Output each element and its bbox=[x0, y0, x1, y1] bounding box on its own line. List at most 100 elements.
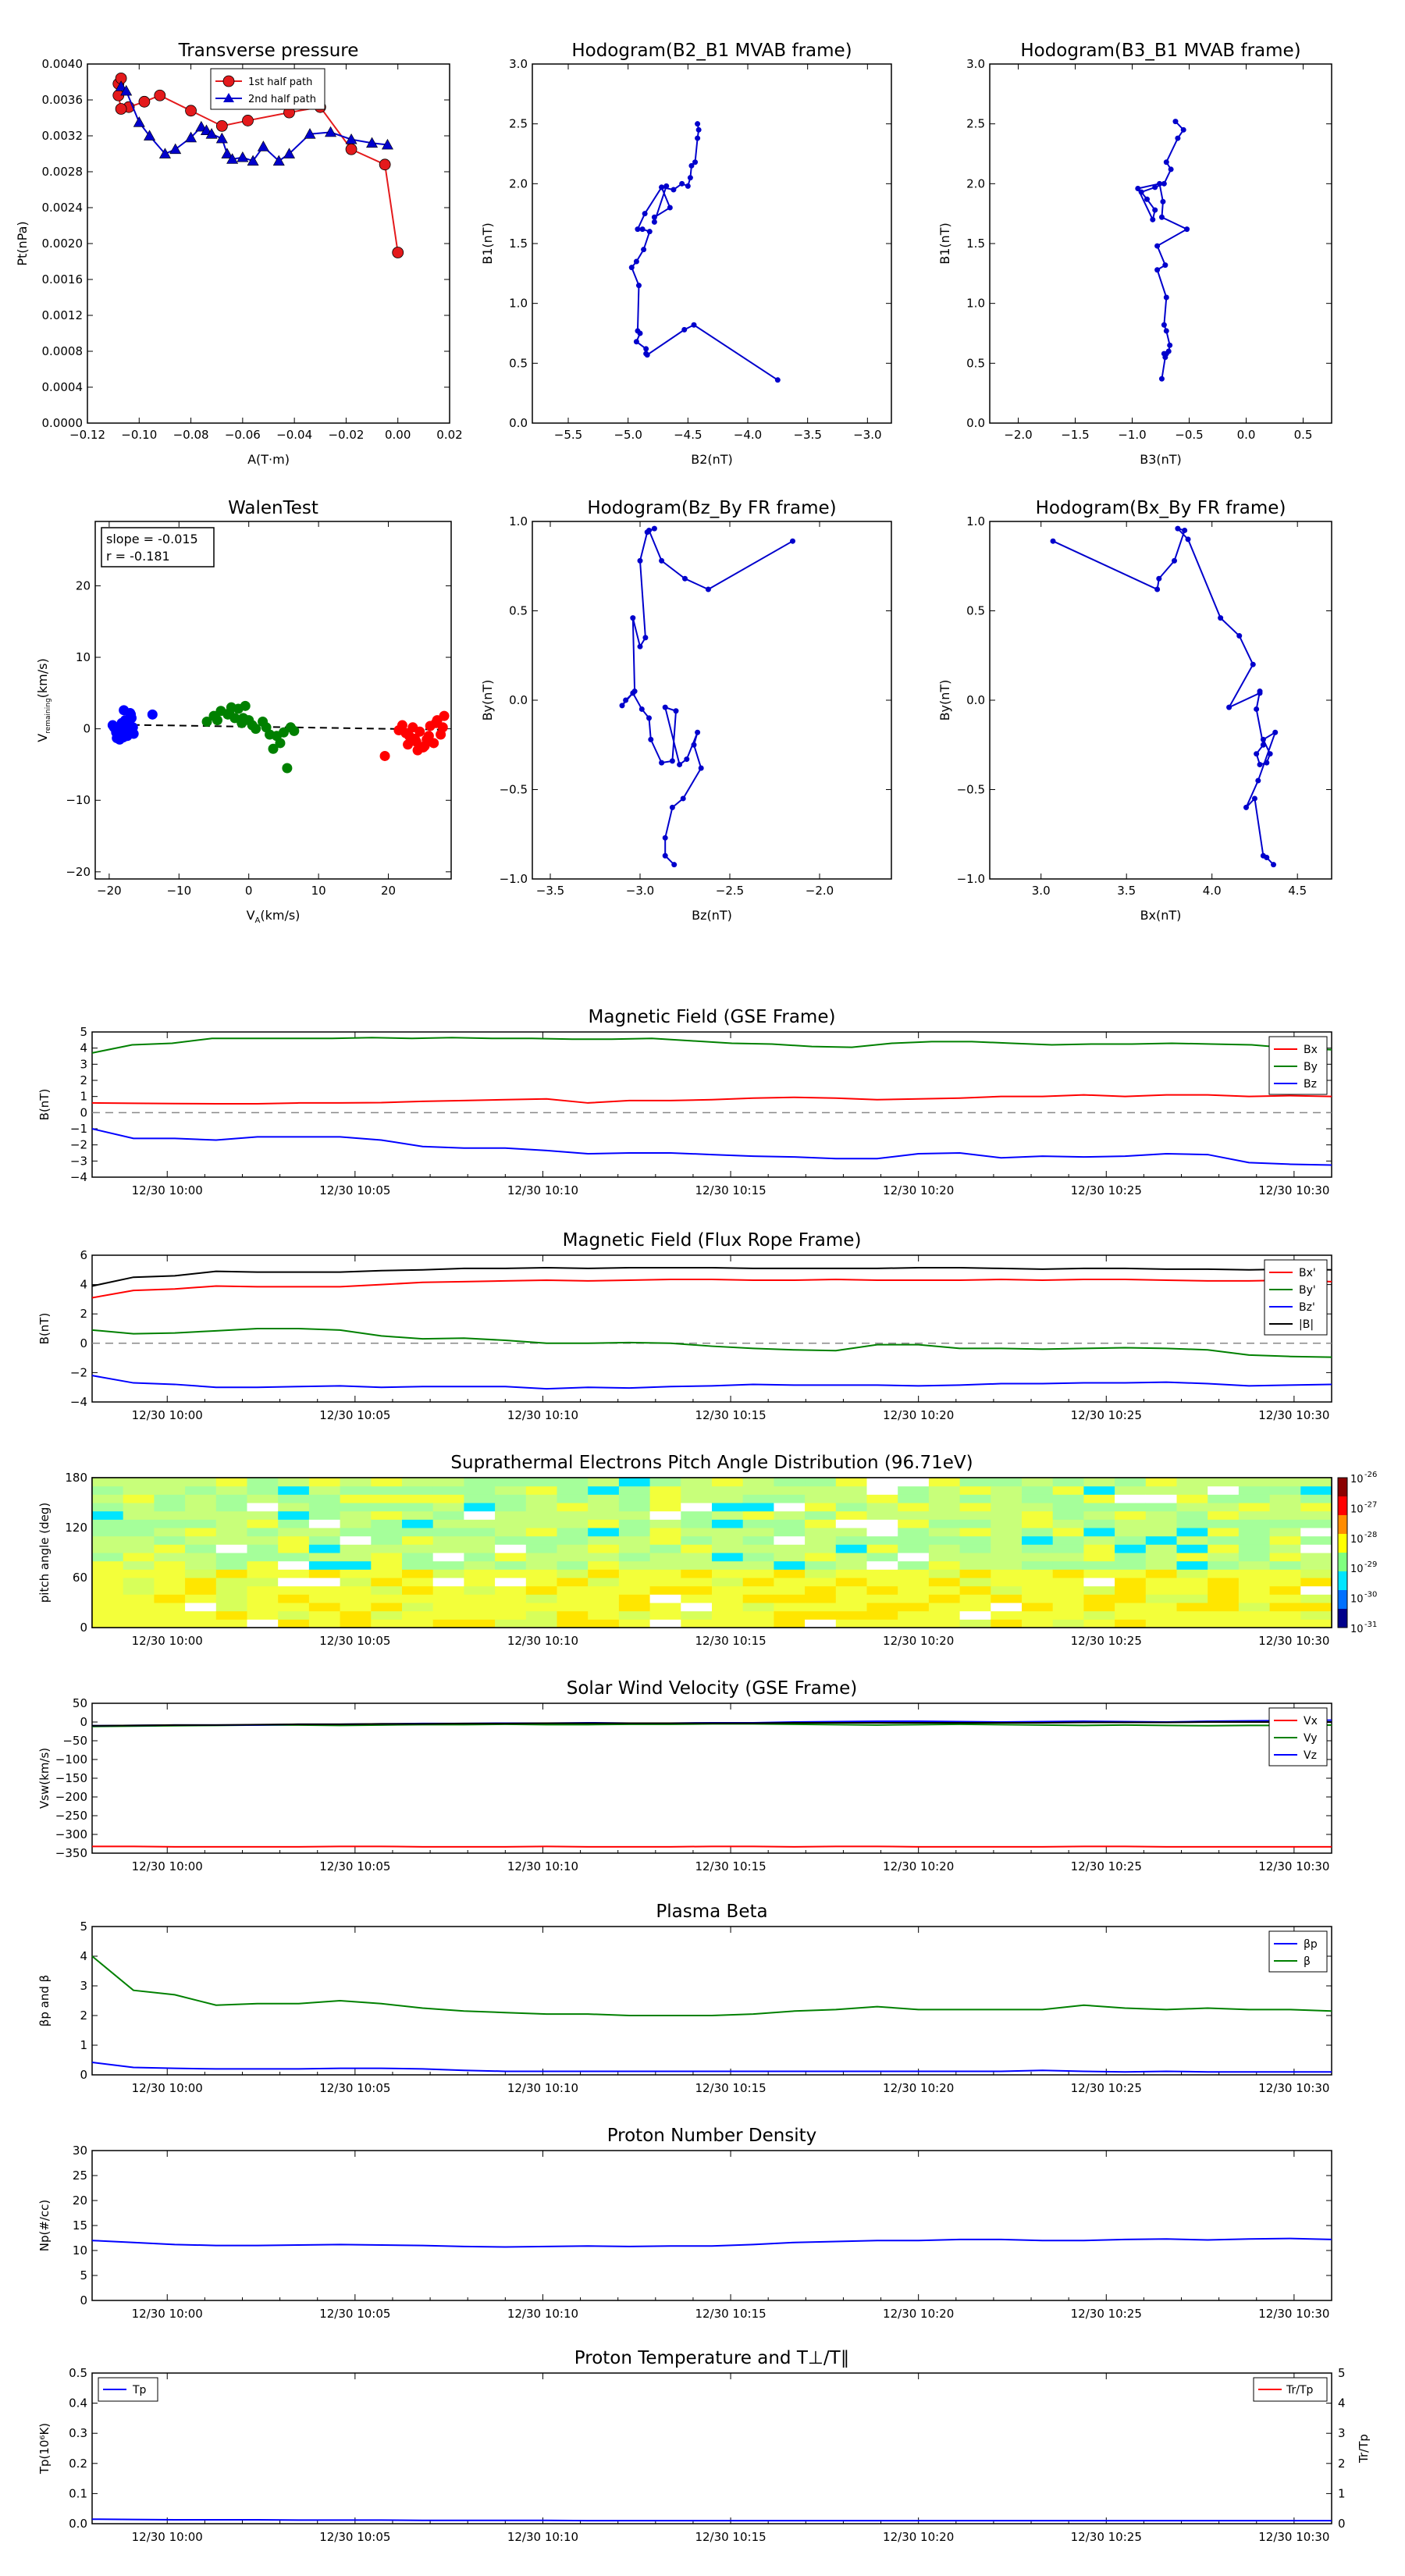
heatmap-cell bbox=[464, 1535, 496, 1545]
heatmap-cell bbox=[495, 1560, 527, 1570]
heatmap-cell bbox=[588, 1494, 620, 1503]
heatmap-cell bbox=[464, 1560, 496, 1570]
heatmap-cell bbox=[959, 1544, 991, 1553]
heatmap-cell bbox=[742, 1610, 774, 1620]
legend-label: β bbox=[1304, 1955, 1311, 1968]
heatmap-cell bbox=[712, 1560, 744, 1570]
panel-1: Hodogram(B2_B1 MVAB frame) −5.5 −5.0 −4.5 −4… bbox=[480, 41, 892, 467]
heatmap-cell bbox=[215, 1594, 247, 1603]
y-tick-label: 0 bbox=[80, 1336, 87, 1350]
heatmap-cell bbox=[215, 1610, 247, 1620]
y-tick-label: 120 bbox=[65, 1521, 87, 1535]
heatmap-cell bbox=[557, 1569, 589, 1578]
heatmap-cell bbox=[649, 1485, 681, 1495]
time-tick-label: 12/30 10:10 bbox=[507, 2081, 578, 2095]
heatmap-cell bbox=[835, 1544, 867, 1553]
heatmap-cell bbox=[866, 1494, 898, 1503]
data-point bbox=[671, 862, 678, 868]
heatmap-cell bbox=[495, 1535, 527, 1545]
heatmap-cell bbox=[991, 1535, 1023, 1545]
heatmap-cell bbox=[835, 1485, 867, 1495]
y-tick-label: 0 bbox=[83, 722, 91, 736]
y-tick-label: 2.5 bbox=[966, 117, 985, 131]
heatmap-cell bbox=[1269, 1569, 1301, 1578]
heatmap-cell bbox=[588, 1594, 620, 1603]
heatmap-cell bbox=[92, 1553, 124, 1562]
data-point bbox=[205, 128, 218, 139]
heatmap-cell bbox=[154, 1569, 186, 1578]
y-tick-label: 0.0000 bbox=[42, 416, 84, 430]
plot-frame bbox=[91, 1477, 1332, 1628]
heatmap-cell bbox=[681, 1519, 713, 1528]
data-point bbox=[1175, 525, 1181, 532]
time-tick-label: 12/30 10:30 bbox=[1258, 1634, 1329, 1648]
heatmap-cell bbox=[991, 1478, 1023, 1487]
heatmap-cell bbox=[928, 1594, 961, 1603]
heatmap-cell bbox=[371, 1594, 403, 1603]
heatmap-cell bbox=[557, 1553, 589, 1562]
heatmap-cell bbox=[525, 1603, 557, 1612]
heatmap-cell bbox=[681, 1478, 713, 1487]
heatmap-cell bbox=[1145, 1569, 1177, 1578]
panel-4: Hodogram(Bz_By FR frame) −3.5 −3.0 −2.5 −2.0… bbox=[480, 498, 892, 923]
time-tick-label: 12/30 10:15 bbox=[695, 1183, 766, 1197]
data-point bbox=[1152, 207, 1158, 213]
heatmap-cell bbox=[340, 1544, 372, 1553]
y-tick-label: 4 bbox=[80, 1949, 87, 1963]
heatmap-cell bbox=[495, 1594, 527, 1603]
heatmap-cell bbox=[432, 1569, 464, 1578]
heatmap-cell bbox=[308, 1510, 341, 1520]
heatmap-cell bbox=[308, 1553, 341, 1562]
y-tick-label: −350 bbox=[55, 1846, 87, 1860]
data-point bbox=[133, 116, 145, 127]
y-tick-label: 1.0 bbox=[966, 297, 985, 311]
heatmap-cell bbox=[215, 1569, 247, 1578]
heatmap-cell bbox=[1022, 1503, 1054, 1512]
data-point bbox=[1168, 166, 1174, 173]
heatmap-cell bbox=[432, 1503, 464, 1512]
heatmap-cell bbox=[991, 1510, 1023, 1520]
heatmap-cell bbox=[402, 1519, 434, 1528]
heatmap-cell bbox=[215, 1585, 247, 1595]
y-tick-label: 20 bbox=[76, 578, 91, 592]
heatmap-cell bbox=[215, 1510, 247, 1520]
heatmap-cell bbox=[464, 1519, 496, 1528]
annotation-slope: slope = -0.015 bbox=[106, 532, 198, 546]
heatmap-cell bbox=[1176, 1578, 1208, 1587]
scatter-point bbox=[419, 741, 430, 752]
heatmap-cell bbox=[835, 1594, 867, 1603]
heatmap-cell bbox=[247, 1535, 279, 1545]
series-line-Bx' bbox=[91, 1279, 1332, 1299]
chart-title: Magnetic Field (GSE Frame) bbox=[589, 1007, 836, 1027]
x-tick-label: 4.5 bbox=[1288, 884, 1307, 898]
heatmap-cell bbox=[247, 1594, 279, 1603]
series-line-Bz' bbox=[91, 1375, 1332, 1390]
heatmap-cell bbox=[1022, 1519, 1054, 1528]
heatmap-cell bbox=[681, 1494, 713, 1503]
heatmap-cell bbox=[1176, 1510, 1208, 1520]
chart-title: Hodogram(B3_B1 MVAB frame) bbox=[1020, 41, 1300, 61]
heatmap-cell bbox=[618, 1603, 651, 1612]
y-tick-label: 1.0 bbox=[509, 297, 528, 311]
heatmap-cell bbox=[928, 1503, 961, 1512]
series-line-0 bbox=[631, 123, 778, 381]
heatmap-cell bbox=[959, 1610, 991, 1620]
heatmap-cell bbox=[1145, 1603, 1177, 1612]
heatmap-cell bbox=[340, 1503, 372, 1512]
heatmap-cell bbox=[1115, 1494, 1147, 1503]
heatmap-cell bbox=[1238, 1544, 1271, 1553]
heatmap-cell bbox=[340, 1535, 372, 1545]
y-axis-label: Np(#/cc) bbox=[37, 2200, 52, 2252]
heatmap-cell bbox=[1052, 1560, 1084, 1570]
heatmap-cell bbox=[247, 1528, 279, 1537]
heatmap-cell bbox=[1238, 1478, 1271, 1487]
scatter-point bbox=[379, 750, 390, 761]
time-tick-label: 12/30 10:10 bbox=[507, 1859, 578, 1873]
y2-tick-label: 0 bbox=[1338, 2517, 1346, 2531]
heatmap-cell bbox=[402, 1585, 434, 1595]
heatmap-cell bbox=[866, 1619, 898, 1628]
heatmap-cell bbox=[991, 1485, 1023, 1495]
heatmap-cell bbox=[371, 1528, 403, 1537]
heatmap-cell bbox=[154, 1603, 186, 1612]
heatmap-cell bbox=[712, 1503, 744, 1512]
